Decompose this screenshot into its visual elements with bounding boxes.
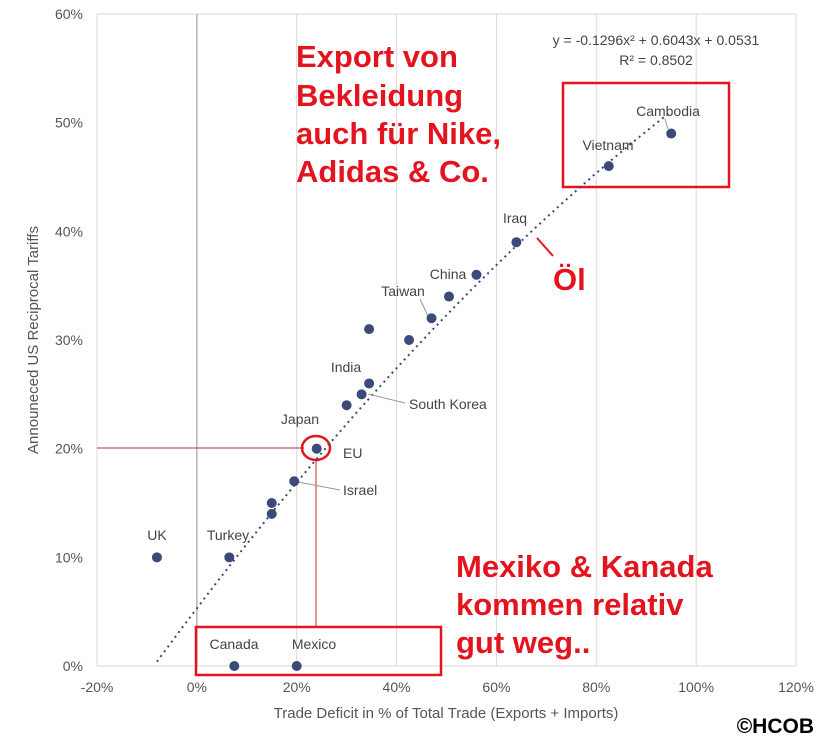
point-label-uk: UK (147, 527, 167, 543)
cambodia-leader-line (664, 118, 669, 130)
point-label-taiwan: Taiwan (381, 283, 425, 299)
x-tick-label: 100% (678, 679, 714, 695)
data-point-china (471, 269, 482, 280)
y-tick-label: 20% (55, 441, 83, 457)
annotation-mexico-canada: Mexiko & Kanada kommen relativ gut weg.. (456, 549, 721, 660)
point-label-india: India (331, 359, 362, 375)
data-point-vietnam (603, 161, 614, 172)
point-label-cambodia: Cambodia (636, 103, 700, 119)
point-label-turkey: Turkey (207, 527, 249, 543)
point-label-japan: Japan (281, 411, 319, 427)
data-point-israel (289, 476, 300, 487)
point-label-canada: Canada (209, 636, 258, 652)
data-point-14 (266, 508, 277, 519)
data-point-iraq (511, 237, 522, 248)
annotation-garment-export: Export von Bekleidung auch für Nike, Adi… (296, 39, 510, 189)
annotation-oil: Öl (553, 262, 586, 297)
y-tick-label: 60% (55, 6, 83, 22)
data-point-canada (229, 661, 240, 671)
data-point-6 (364, 324, 375, 335)
point-label-south-korea: South Korea (409, 396, 487, 412)
point-label-vietnam: Vietnam (582, 137, 633, 153)
eu-highlight-circle (300, 434, 332, 462)
data-point-japan (341, 400, 352, 411)
point-label-china: China (430, 266, 467, 282)
point-label-israel: Israel (343, 482, 377, 498)
data-point-uk (151, 552, 162, 563)
trendline-equation: y = -0.1296x² + 0.6043x + 0.0531 (553, 32, 760, 48)
x-tick-label: -20% (81, 679, 114, 695)
y-axis-ticks: 0% 10% 20% 30% 40% 50% 60% (55, 6, 83, 674)
x-tick-label: 80% (582, 679, 610, 695)
data-point-4 (443, 291, 454, 302)
x-tick-label: 40% (383, 679, 411, 695)
data-points (151, 128, 677, 671)
oil-arrow-line (536, 237, 554, 257)
gridlines (96, 14, 797, 666)
data-point-eu (311, 443, 322, 454)
y-tick-label: 50% (55, 115, 83, 131)
taiwan-leader-line (419, 298, 429, 317)
x-tick-label: 60% (482, 679, 510, 695)
data-point-turkey (224, 552, 235, 563)
data-point-7 (404, 335, 415, 345)
israel-leader-line (297, 481, 341, 491)
data-point-india (364, 378, 375, 389)
point-label-iraq: Iraq (503, 210, 527, 226)
y-tick-label: 0% (63, 658, 83, 674)
point-label-mexico: Mexico (292, 636, 337, 652)
garment-export-highlight-box (561, 81, 731, 189)
data-point-mexico (291, 661, 302, 671)
x-tick-label: 120% (778, 679, 814, 695)
y-axis-label: Announeced US Reciprocal Tariffs (25, 226, 42, 454)
x-axis-ticks: -20% 0% 20% 40% 60% 80% 100% 120% (81, 679, 814, 695)
data-point-south-korea (356, 389, 367, 400)
x-axis-label: Trade Deficit in % of Total Trade (Expor… (274, 705, 619, 722)
y-tick-label: 10% (55, 549, 83, 565)
trendline-r-squared: R² = 0.8502 (619, 52, 693, 68)
x-tick-label: 0% (187, 679, 207, 695)
x-tick-label: 20% (283, 679, 311, 695)
y-tick-label: 30% (55, 332, 83, 348)
mexico-canada-highlight-box (194, 625, 443, 677)
south-korea-leader-line (367, 393, 406, 404)
data-point-taiwan (426, 313, 437, 324)
data-point-cambodia (666, 128, 677, 139)
data-point-13 (266, 498, 277, 508)
y-tick-label: 40% (55, 223, 83, 239)
copyright-credit: ©HCOB (737, 715, 814, 738)
point-label-eu: EU (343, 445, 362, 461)
